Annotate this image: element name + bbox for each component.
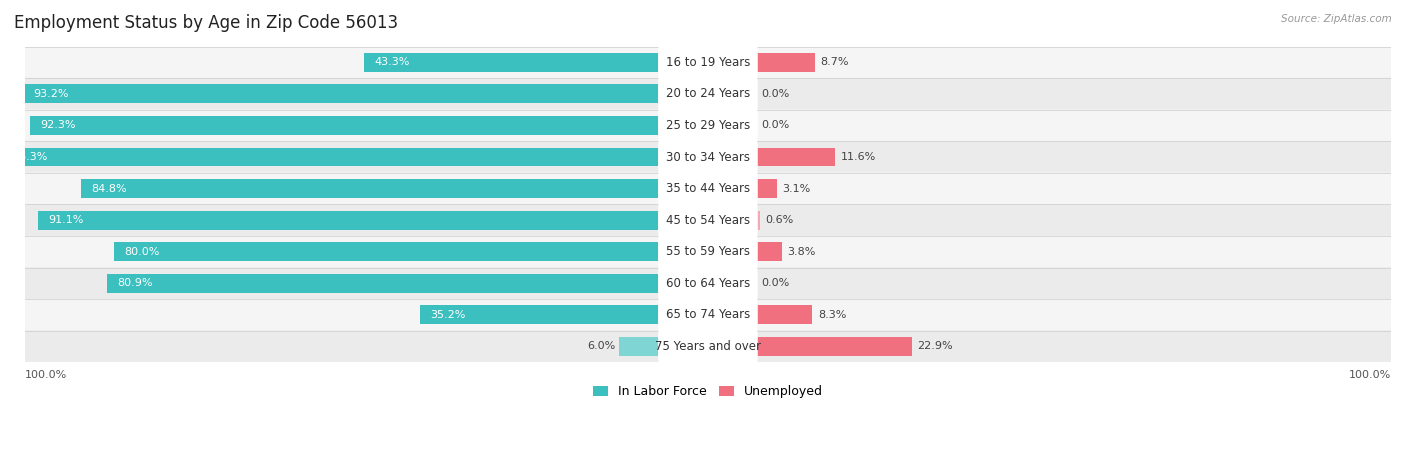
Text: 35.2%: 35.2% (430, 310, 465, 320)
Text: 84.8%: 84.8% (91, 184, 127, 194)
Bar (755, 211, 759, 230)
FancyBboxPatch shape (25, 172, 1391, 205)
Text: 93.2%: 93.2% (34, 89, 69, 99)
Text: 65 to 74 Years: 65 to 74 Years (666, 308, 749, 321)
Text: 35 to 44 Years: 35 to 44 Years (666, 182, 749, 195)
Bar (107, 274, 659, 293)
Bar (80, 179, 659, 198)
Text: 55 to 59 Years: 55 to 59 Years (666, 245, 749, 258)
Bar (30, 116, 659, 135)
Text: 45 to 54 Years: 45 to 54 Years (666, 214, 749, 227)
Text: 16 to 19 Years: 16 to 19 Years (665, 56, 749, 69)
FancyBboxPatch shape (25, 330, 1391, 363)
FancyBboxPatch shape (25, 204, 1391, 236)
FancyBboxPatch shape (658, 139, 758, 176)
FancyBboxPatch shape (25, 236, 1391, 268)
FancyBboxPatch shape (658, 328, 758, 365)
Legend: In Labor Force, Unemployed: In Labor Force, Unemployed (588, 380, 828, 403)
FancyBboxPatch shape (25, 78, 1391, 110)
Bar (619, 337, 659, 356)
Bar (364, 53, 659, 72)
Text: 22.9%: 22.9% (918, 342, 953, 351)
FancyBboxPatch shape (658, 297, 758, 333)
Bar (114, 242, 659, 261)
Bar (419, 306, 659, 324)
Text: 0.0%: 0.0% (761, 279, 789, 288)
Text: 80.0%: 80.0% (124, 247, 159, 257)
FancyBboxPatch shape (658, 107, 758, 144)
Text: 91.1%: 91.1% (48, 215, 83, 225)
Text: 80.9%: 80.9% (118, 279, 153, 288)
FancyBboxPatch shape (658, 170, 758, 207)
Text: 75 Years and over: 75 Years and over (655, 340, 761, 353)
Text: 8.3%: 8.3% (818, 310, 846, 320)
Bar (755, 148, 835, 166)
Text: 8.7%: 8.7% (821, 57, 849, 68)
Text: 11.6%: 11.6% (841, 152, 876, 162)
Bar (755, 337, 912, 356)
FancyBboxPatch shape (25, 141, 1391, 173)
Bar (755, 179, 778, 198)
FancyBboxPatch shape (658, 233, 758, 270)
Text: 43.3%: 43.3% (374, 57, 411, 68)
Bar (755, 242, 782, 261)
Text: Employment Status by Age in Zip Code 56013: Employment Status by Age in Zip Code 560… (14, 14, 398, 32)
Text: 3.8%: 3.8% (787, 247, 815, 257)
Text: 92.3%: 92.3% (39, 121, 76, 130)
Text: 0.0%: 0.0% (761, 89, 789, 99)
Text: 96.3%: 96.3% (13, 152, 48, 162)
Text: 0.0%: 0.0% (761, 121, 789, 130)
Bar (24, 85, 659, 104)
FancyBboxPatch shape (658, 265, 758, 302)
Text: 100.0%: 100.0% (25, 370, 67, 380)
Text: 0.6%: 0.6% (765, 215, 793, 225)
FancyBboxPatch shape (25, 109, 1391, 142)
Text: 20 to 24 Years: 20 to 24 Years (666, 87, 749, 100)
Text: 3.1%: 3.1% (782, 184, 811, 194)
Text: 25 to 29 Years: 25 to 29 Years (666, 119, 749, 132)
Bar (3, 148, 659, 166)
FancyBboxPatch shape (658, 202, 758, 238)
Text: 100.0%: 100.0% (1348, 370, 1391, 380)
FancyBboxPatch shape (658, 76, 758, 112)
FancyBboxPatch shape (25, 299, 1391, 331)
Text: Source: ZipAtlas.com: Source: ZipAtlas.com (1281, 14, 1392, 23)
Text: 6.0%: 6.0% (588, 342, 616, 351)
FancyBboxPatch shape (658, 44, 758, 81)
Bar (755, 53, 815, 72)
Bar (755, 306, 813, 324)
FancyBboxPatch shape (25, 46, 1391, 78)
Text: 60 to 64 Years: 60 to 64 Years (666, 277, 749, 290)
FancyBboxPatch shape (25, 267, 1391, 299)
Text: 30 to 34 Years: 30 to 34 Years (666, 150, 749, 163)
Bar (38, 211, 659, 230)
